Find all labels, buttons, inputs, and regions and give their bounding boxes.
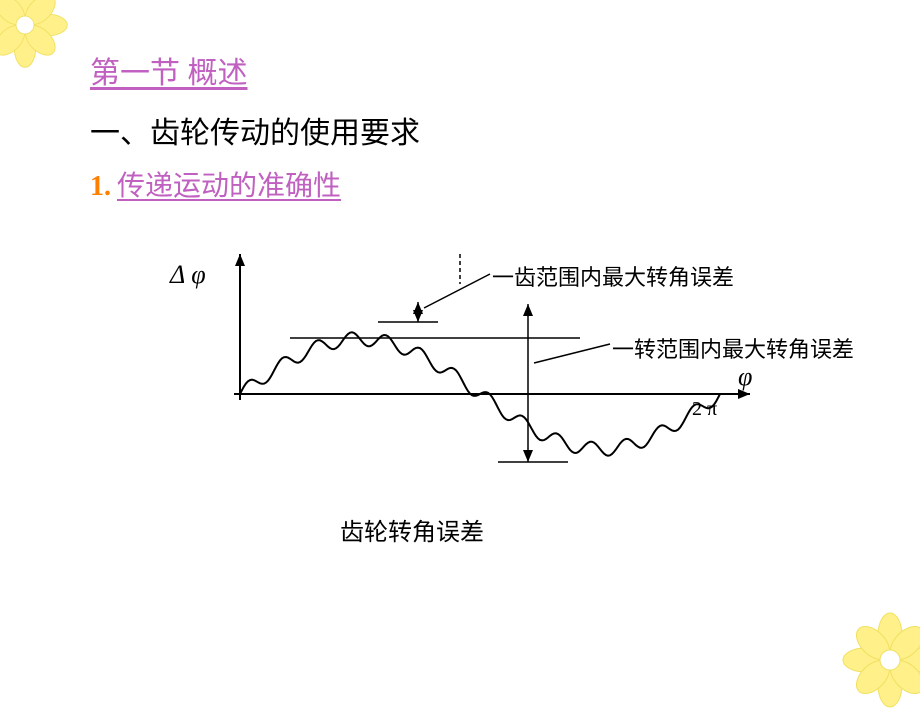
y-axis-label: Δ φ [170,260,206,290]
x-end-label: 2 π [692,398,717,421]
item-label: 传递运动的准确性 [117,171,341,202]
tooth-range-annotation: 一齿范围内最大转角误差 [492,260,734,292]
slide-content: 第一节 概述 一、齿轮传动的使用要求 1.传递运动的准确性 Δ φ φ 2 π … [0,0,920,564]
x-axis-label: φ [738,362,752,392]
flower-decoration-bottom-right [840,610,920,710]
item-number: 1. [90,171,111,202]
diagram-caption: 齿轮转角误差 [340,512,484,547]
item-line: 1.传递运动的准确性 [90,164,850,204]
flower-decoration-top-left [0,0,70,70]
revolution-range-annotation: 一转范围内最大转角误差 [612,332,854,364]
subsection-title: 一、齿轮传动的使用要求 [90,108,850,152]
gear-error-diagram: Δ φ φ 2 π 一齿范围内最大转角误差 一转范围内最大转角误差 齿轮转角误差 [150,234,850,564]
section-title: 第一节 概述 [90,48,850,92]
